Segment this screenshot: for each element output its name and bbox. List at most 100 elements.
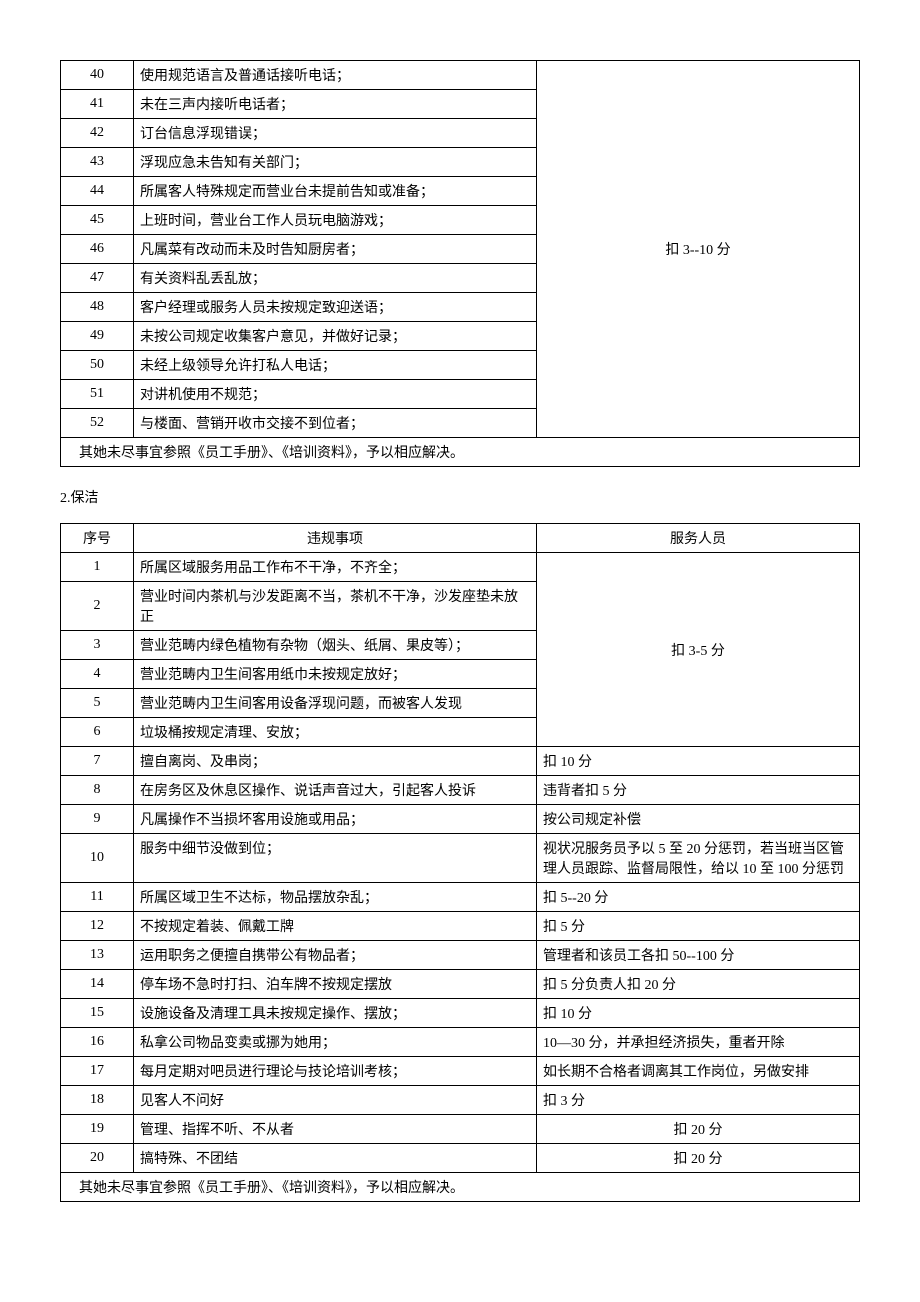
row-number: 6 — [61, 718, 134, 747]
row-number: 8 — [61, 776, 134, 805]
table-footer-row: 其她未尽事宜参照《员工手册》、《培训资料》，予以相应解决。 — [61, 1173, 860, 1202]
row-number: 15 — [61, 999, 134, 1028]
table-row: 20搞特殊、不团结扣 20 分 — [61, 1144, 860, 1173]
table-row: 10服务中细节没做到位；视状况服务员予以 5 至 20 分惩罚，若当班当区管理人… — [61, 834, 860, 883]
row-number: 43 — [61, 148, 134, 177]
row-number: 3 — [61, 631, 134, 660]
violation-desc: 未在三声内接听电话者； — [134, 90, 537, 119]
penalty-cell: 扣 10 分 — [537, 999, 860, 1028]
violation-desc: 运用职务之便擅自携带公有物品者； — [134, 941, 537, 970]
penalty-cell: 如长期不合格者调离其工作岗位，另做安排 — [537, 1057, 860, 1086]
violation-desc: 营业范畴内卫生间客用设备浮现问题，而被客人发现 — [134, 689, 537, 718]
row-number: 44 — [61, 177, 134, 206]
violation-desc: 服务中细节没做到位； — [134, 834, 537, 883]
table-row: 7擅自离岗、及串岗；扣 10 分 — [61, 747, 860, 776]
penalty-cell: 扣 20 分 — [537, 1144, 860, 1173]
violation-desc: 对讲机使用不规范； — [134, 380, 537, 409]
row-number: 12 — [61, 912, 134, 941]
table-row: 15设施设备及清理工具未按规定操作、摆放；扣 10 分 — [61, 999, 860, 1028]
row-number: 49 — [61, 322, 134, 351]
violation-desc: 所属区域服务用品工作布不干净，不齐全； — [134, 553, 537, 582]
violations-table-2: 序号违规事项服务人员1所属区域服务用品工作布不干净，不齐全；扣 3-5 分2营业… — [60, 523, 860, 1202]
row-number: 16 — [61, 1028, 134, 1057]
penalty-cell: 违背者扣 5 分 — [537, 776, 860, 805]
table-footer-row: 其她未尽事宜参照《员工手册》、《培训资料》，予以相应解决。 — [61, 438, 860, 467]
column-header: 服务人员 — [537, 524, 860, 553]
row-number: 42 — [61, 119, 134, 148]
violation-desc: 未经上级领导允许打私人电话； — [134, 351, 537, 380]
row-number: 18 — [61, 1086, 134, 1115]
violation-desc: 营业范畴内绿色植物有杂物（烟头、纸屑、果皮等）； — [134, 631, 537, 660]
penalty-cell: 扣 5 分 — [537, 912, 860, 941]
penalty-cell: 扣 3-5 分 — [537, 553, 860, 747]
row-number: 13 — [61, 941, 134, 970]
penalty-cell: 扣 3--10 分 — [537, 61, 860, 438]
penalty-cell: 扣 10 分 — [537, 747, 860, 776]
row-number: 1 — [61, 553, 134, 582]
penalty-cell: 按公司规定补偿 — [537, 805, 860, 834]
violation-desc: 所属区域卫生不达标，物品摆放杂乱； — [134, 883, 537, 912]
section-heading-cleaning: 2.保洁 — [60, 487, 860, 507]
violation-desc: 订台信息浮现错误； — [134, 119, 537, 148]
violation-desc: 营业时间内茶机与沙发距离不当，茶机不干净，沙发座垫未放正 — [134, 582, 537, 631]
table-row: 11所属区域卫生不达标，物品摆放杂乱；扣 5--20 分 — [61, 883, 860, 912]
row-number: 10 — [61, 834, 134, 883]
violation-desc: 擅自离岗、及串岗； — [134, 747, 537, 776]
penalty-cell: 扣 5--20 分 — [537, 883, 860, 912]
violation-desc: 管理、指挥不听、不从者 — [134, 1115, 537, 1144]
table-row: 18见客人不问好扣 3 分 — [61, 1086, 860, 1115]
violation-desc: 使用规范语言及普通话接听电话； — [134, 61, 537, 90]
table-footer-text: 其她未尽事宜参照《员工手册》、《培训资料》，予以相应解决。 — [61, 1173, 860, 1202]
table-row: 40使用规范语言及普通话接听电话；扣 3--10 分 — [61, 61, 860, 90]
violation-desc: 在房务区及休息区操作、说话声音过大，引起客人投诉 — [134, 776, 537, 805]
row-number: 9 — [61, 805, 134, 834]
violation-desc: 有关资料乱丢乱放； — [134, 264, 537, 293]
violation-desc: 每月定期对吧员进行理论与技论培训考核； — [134, 1057, 537, 1086]
row-number: 2 — [61, 582, 134, 631]
table-row: 19管理、指挥不听、不从者扣 20 分 — [61, 1115, 860, 1144]
violation-desc: 所属客人特殊规定而营业台未提前告知或准备； — [134, 177, 537, 206]
table-row: 9凡属操作不当损坏客用设施或用品；按公司规定补偿 — [61, 805, 860, 834]
row-number: 41 — [61, 90, 134, 119]
violation-desc: 垃圾桶按规定清理、安放； — [134, 718, 537, 747]
row-number: 48 — [61, 293, 134, 322]
violation-desc: 凡属菜有改动而未及时告知厨房者； — [134, 235, 537, 264]
column-header: 序号 — [61, 524, 134, 553]
violation-desc: 浮现应急未告知有关部门； — [134, 148, 537, 177]
violations-table-1: 40使用规范语言及普通话接听电话；扣 3--10 分41未在三声内接听电话者；4… — [60, 60, 860, 467]
row-number: 51 — [61, 380, 134, 409]
row-number: 50 — [61, 351, 134, 380]
violation-desc: 客户经理或服务人员未按规定致迎送语； — [134, 293, 537, 322]
violation-desc: 私拿公司物品变卖或挪为她用； — [134, 1028, 537, 1057]
table-row: 12不按规定着装、佩戴工牌扣 5 分 — [61, 912, 860, 941]
row-number: 4 — [61, 660, 134, 689]
table-row: 8在房务区及休息区操作、说话声音过大，引起客人投诉违背者扣 5 分 — [61, 776, 860, 805]
violation-desc: 停车场不急时打扫、泊车牌不按规定摆放 — [134, 970, 537, 999]
table-row: 17每月定期对吧员进行理论与技论培训考核；如长期不合格者调离其工作岗位，另做安排 — [61, 1057, 860, 1086]
violation-desc: 不按规定着装、佩戴工牌 — [134, 912, 537, 941]
penalty-cell: 视状况服务员予以 5 至 20 分惩罚，若当班当区管理人员跟踪、监督局限性，给以… — [537, 834, 860, 883]
violation-desc: 搞特殊、不团结 — [134, 1144, 537, 1173]
row-number: 45 — [61, 206, 134, 235]
table-row: 16私拿公司物品变卖或挪为她用；10—30 分，并承担经济损失，重者开除 — [61, 1028, 860, 1057]
table-row: 1所属区域服务用品工作布不干净，不齐全；扣 3-5 分 — [61, 553, 860, 582]
violation-desc: 营业范畴内卫生间客用纸巾未按规定放好； — [134, 660, 537, 689]
penalty-cell: 扣 5 分负责人扣 20 分 — [537, 970, 860, 999]
table-header-row: 序号违规事项服务人员 — [61, 524, 860, 553]
penalty-cell: 扣 3 分 — [537, 1086, 860, 1115]
violation-desc: 与楼面、营销开收市交接不到位者； — [134, 409, 537, 438]
penalty-cell: 管理者和该员工各扣 50--100 分 — [537, 941, 860, 970]
row-number: 46 — [61, 235, 134, 264]
row-number: 11 — [61, 883, 134, 912]
row-number: 17 — [61, 1057, 134, 1086]
row-number: 40 — [61, 61, 134, 90]
column-header: 违规事项 — [134, 524, 537, 553]
row-number: 5 — [61, 689, 134, 718]
table-row: 14停车场不急时打扫、泊车牌不按规定摆放扣 5 分负责人扣 20 分 — [61, 970, 860, 999]
violation-desc: 凡属操作不当损坏客用设施或用品； — [134, 805, 537, 834]
violation-desc: 上班时间，营业台工作人员玩电脑游戏； — [134, 206, 537, 235]
row-number: 47 — [61, 264, 134, 293]
penalty-cell: 扣 20 分 — [537, 1115, 860, 1144]
row-number: 20 — [61, 1144, 134, 1173]
penalty-cell: 10—30 分，并承担经济损失，重者开除 — [537, 1028, 860, 1057]
